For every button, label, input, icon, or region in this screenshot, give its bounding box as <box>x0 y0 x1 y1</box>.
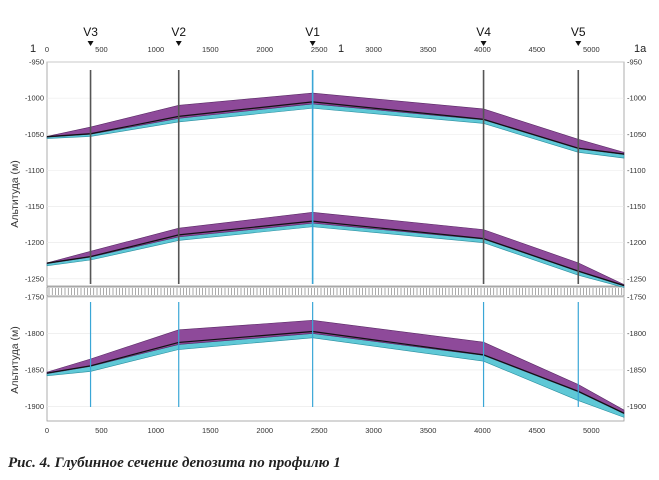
well-marker-icon <box>87 41 94 46</box>
well-label: V5 <box>571 25 586 39</box>
x-tick-label: 0 <box>45 45 49 54</box>
y-tick-label-right: -1250 <box>627 274 646 283</box>
x-tick-label: 2000 <box>256 426 273 435</box>
x-tick-label: 4000 <box>474 426 491 435</box>
y-tick-label-right: -950 <box>627 58 642 67</box>
lower-panel-content <box>46 296 625 418</box>
x-tick-label: 3500 <box>420 426 437 435</box>
y-tick-label-left: -1150 <box>25 202 44 211</box>
axis-ticks: -950 -950 -1000 -1000 -1050 -1050 -1100 -1100 -1… <box>25 45 646 435</box>
x-tick-label: 3500 <box>420 45 437 54</box>
y-tick-label-left: -1900 <box>25 402 44 411</box>
y-tick-label-right: -1000 <box>627 94 646 103</box>
well-label: V3 <box>83 25 98 39</box>
lower-y-axis-label: Альтитуда (м) <box>9 326 21 393</box>
well-label: V4 <box>476 25 491 39</box>
ore-layer-band <box>46 211 625 287</box>
depth-ruler-strip <box>46 286 625 297</box>
x-tick-label: 1500 <box>202 426 219 435</box>
well-label: V1 <box>305 25 320 39</box>
x-tick-label: 4000 <box>474 45 491 54</box>
well-label: V2 <box>171 25 186 39</box>
x-tick-label: 4500 <box>529 426 546 435</box>
x-tick-label: 2500 <box>311 45 328 54</box>
profile-start-label: 1 <box>30 43 36 55</box>
y-tick-label-right: -1900 <box>627 402 646 411</box>
well-marker-icon <box>309 41 316 46</box>
upper-y-axis-label: Альтитуда (м) <box>9 160 21 227</box>
upper-panel-content <box>46 61 625 288</box>
y-tick-label-right: -1200 <box>627 238 646 247</box>
x-tick-label: 1500 <box>202 45 219 54</box>
well-markers: V3 V2 V1 V4 V5 <box>83 25 586 46</box>
well-marker-icon <box>575 41 582 46</box>
x-tick-label: 500 <box>95 426 108 435</box>
y-tick-label-right: -1150 <box>627 202 646 211</box>
well-marker-icon <box>480 41 487 46</box>
x-tick-label: 5000 <box>583 426 600 435</box>
x-tick-label: 2000 <box>256 45 273 54</box>
x-tick-label: 3000 <box>365 45 382 54</box>
y-tick-label-left: -1800 <box>25 329 44 338</box>
y-tick-label-left: -1250 <box>25 274 44 283</box>
y-tick-label-left: -950 <box>29 58 44 67</box>
x-tick-label: 1000 <box>148 45 165 54</box>
y-tick-label-left: -1050 <box>25 130 44 139</box>
y-tick-label-left: -1750 <box>25 293 44 302</box>
y-tick-label-right: -1850 <box>627 365 646 374</box>
y-tick-label-left: -1200 <box>25 238 44 247</box>
x-tick-label: 2500 <box>311 426 328 435</box>
y-tick-label-left: -1100 <box>25 166 44 175</box>
y-tick-label-right: -1100 <box>627 166 646 175</box>
x-tick-label: 4500 <box>529 45 546 54</box>
y-tick-label-left: -1850 <box>25 365 44 374</box>
x-tick-label: 0 <box>45 426 49 435</box>
y-tick-label-left: -1000 <box>25 94 44 103</box>
x-tick-label: 500 <box>95 45 108 54</box>
ore-layer-band <box>46 92 625 155</box>
ruler-strip <box>46 286 625 297</box>
x-tick-label: 5000 <box>583 45 600 54</box>
y-tick-label-right: -1050 <box>627 130 646 139</box>
profile-end-label: 1a <box>634 43 647 55</box>
x-tick-label: 3000 <box>365 426 382 435</box>
profile-mid-label: 1 <box>338 43 344 55</box>
y-tick-label-right: -1800 <box>627 329 646 338</box>
well-marker-icon <box>175 41 182 46</box>
ore-layer-band <box>46 320 625 415</box>
y-tick-label-right: -1750 <box>627 293 646 302</box>
figure-caption: Рис. 4. Глубинное сечение депозита по пр… <box>8 455 341 471</box>
x-tick-label: 1000 <box>148 426 165 435</box>
